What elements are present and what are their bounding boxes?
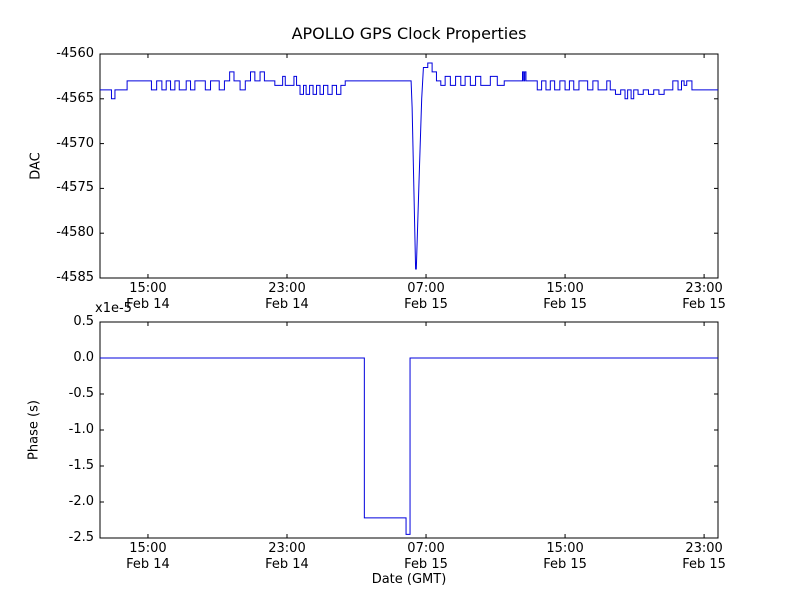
x-tick-label-date: Feb 14 <box>265 297 309 312</box>
y-tick-label: -4560 <box>56 46 94 61</box>
y-tick-label: -1.0 <box>68 422 94 437</box>
x-tick-label-time: 23:00 <box>685 541 723 556</box>
x-tick-label-date: Feb 15 <box>543 297 587 312</box>
x-tick-label-date: Feb 15 <box>682 557 726 572</box>
y-tick-label: 0.0 <box>73 350 94 365</box>
x-tick-label-date: Feb 15 <box>682 297 726 312</box>
x-tick-label-date: Feb 14 <box>265 557 309 572</box>
chart-title: APOLLO GPS Clock Properties <box>291 24 527 43</box>
y-tick-label: 0.5 <box>73 314 94 329</box>
x-tick-label-time: 15:00 <box>546 541 584 556</box>
x-tick-label-date: Feb 15 <box>404 557 448 572</box>
x-tick-label-time: 23:00 <box>268 281 306 296</box>
phase-offset-text: x1e-5 <box>95 301 132 316</box>
y-tick-label: -2.5 <box>68 530 94 545</box>
x-tick-label-time: 23:00 <box>268 541 306 556</box>
x-tick-label-date: Feb 14 <box>126 297 170 312</box>
axes-frame <box>99 321 719 539</box>
y-tick-label: -4585 <box>56 270 94 285</box>
x-tick-label-date: Feb 14 <box>126 557 170 572</box>
phase-subplot <box>99 321 719 539</box>
y-tick-label: -0.5 <box>68 386 94 401</box>
axes-frame <box>99 53 719 279</box>
phase-line <box>100 357 718 535</box>
x-axis-label: Date (GMT) <box>371 572 447 587</box>
y-tick-label: -1.5 <box>68 458 94 473</box>
x-tick-label-time: 15:00 <box>129 281 167 296</box>
x-tick-label-time: 23:00 <box>685 281 723 296</box>
x-tick-label-time: 07:00 <box>407 541 445 556</box>
dac-line <box>100 62 718 270</box>
dac-subplot <box>99 53 719 279</box>
y-tick-label: -4570 <box>56 135 94 151</box>
x-tick-label-date: Feb 15 <box>404 297 448 312</box>
y-tick-label: -2.0 <box>68 494 94 509</box>
dac-y-axis-label: DAC <box>28 152 44 180</box>
y-tick-label: -4565 <box>56 90 94 106</box>
x-tick-label-time: 15:00 <box>129 541 167 556</box>
y-tick-label: -4575 <box>56 180 94 196</box>
x-tick-label-time: 15:00 <box>546 281 584 296</box>
x-tick-label-date: Feb 15 <box>543 557 587 572</box>
x-tick-label-time: 07:00 <box>407 281 445 296</box>
y-tick-label: -4580 <box>56 225 94 241</box>
